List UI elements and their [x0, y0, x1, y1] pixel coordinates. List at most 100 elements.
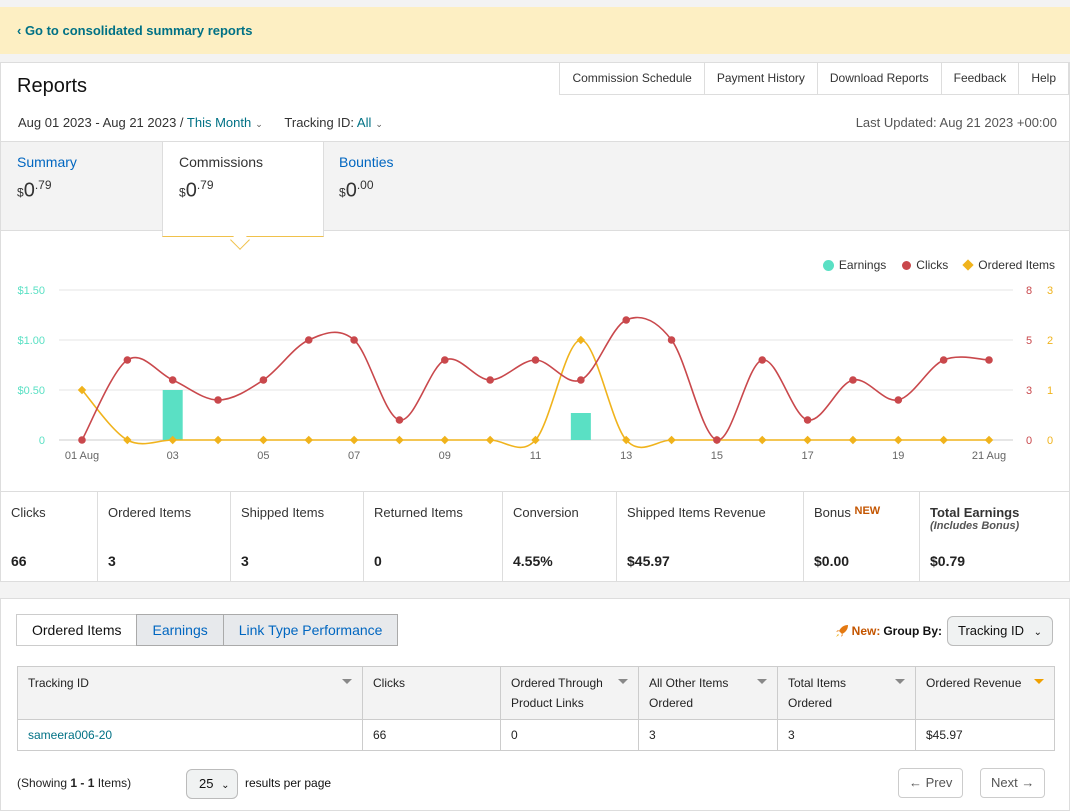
column-header-clicks[interactable]: Clicks — [362, 666, 501, 720]
ordered-items-point — [259, 435, 268, 445]
ordered-items-point — [123, 435, 132, 445]
clicks-dot-icon — [902, 260, 912, 270]
period-dropdown[interactable]: This Month ⌄ — [187, 115, 263, 130]
metric-conversion: Conversion 4.55% — [503, 492, 617, 582]
earnings-dot-icon — [822, 259, 834, 271]
ordered-items-point — [485, 435, 495, 445]
ordered-items-point — [758, 435, 767, 445]
legend-clicks[interactable]: Clicks — [902, 258, 948, 272]
date-range: Aug 01 2023 - Aug 21 2023 / — [18, 115, 184, 130]
y-tick-label-left: 0 — [39, 435, 45, 447]
y-tick-label-left: $0.50 — [17, 385, 45, 397]
next-button[interactable]: Next → — [980, 768, 1046, 798]
x-tick-label: 09 — [439, 450, 451, 462]
tab-label: Commissions — [179, 154, 264, 170]
ordered-diamond-icon — [962, 259, 974, 271]
tab-amount: $0.79 — [17, 178, 52, 202]
tab-summary[interactable]: Summary $0.79 — [1, 142, 161, 232]
group-by-label: Group By: — [883, 624, 942, 638]
ordered-items-point — [803, 435, 812, 445]
y-tick-label-ordered: 1 — [1047, 385, 1053, 397]
ordered-items-point — [667, 435, 676, 445]
tab-link-type-performance[interactable]: Link Type Performance — [222, 614, 399, 646]
sort-icon — [342, 679, 352, 684]
chart-legend: Earnings Clicks Ordered Items — [807, 258, 1055, 272]
ordered-items-point — [939, 435, 948, 445]
column-header-ordered-through-links[interactable]: Ordered Through Product Links — [500, 666, 639, 720]
metric-clicks: Clicks 66 — [1, 492, 98, 582]
cell-ordered-through-links: 0 — [500, 719, 639, 751]
summary-tabs: Summary $0.79 Commissions $0.79 Bounties… — [1, 141, 1069, 237]
clicks-point — [667, 336, 676, 344]
sort-active-icon — [1034, 679, 1044, 684]
tracking-label: Tracking ID: — [284, 115, 354, 130]
clicks-point — [441, 356, 449, 364]
ordered-items-point — [304, 435, 313, 445]
tab-label: Summary — [17, 154, 77, 170]
metric-returned-items: Returned Items 0 — [364, 492, 503, 582]
consolidated-summary-link[interactable]: ‹ Go to consolidated summary reports — [17, 23, 253, 38]
tab-earnings[interactable]: Earnings — [136, 614, 224, 646]
table-row: sameera006-20 66 0 3 3 $45.97 — [17, 719, 1055, 751]
nav-download-reports[interactable]: Download Reports — [816, 63, 942, 95]
y-tick-label-ordered: 3 — [1047, 285, 1053, 297]
chevron-down-icon: ⌄ — [1033, 627, 1042, 638]
sort-icon — [757, 679, 767, 684]
tracking-dropdown[interactable]: All ⌄ — [357, 115, 383, 130]
tab-ordered-items[interactable]: Ordered Items — [16, 614, 138, 646]
nav-feedback[interactable]: Feedback — [940, 63, 1020, 95]
ordered-items-point — [621, 435, 631, 445]
ordered-items-point — [531, 435, 540, 445]
clicks-point — [939, 356, 948, 364]
tab-commissions[interactable]: Commissions $0.79 — [162, 142, 324, 237]
x-tick-label: 17 — [801, 450, 813, 462]
reports-card: Reports Commission Schedule Payment Hist… — [0, 62, 1070, 582]
group-by-select[interactable]: Tracking ID ⌄ — [947, 616, 1053, 646]
metric-total-earnings: Total Earnings (Includes Bonus) $0.79 — [930, 505, 1020, 569]
legend-ordered[interactable]: Ordered Items — [962, 258, 1055, 272]
column-header-all-other-items[interactable]: All Other Items Ordered — [638, 666, 778, 720]
chevron-down-icon: ⌄ — [375, 119, 383, 129]
clicks-point — [259, 376, 268, 384]
ordered-items-line — [81, 339, 989, 449]
x-tick-label: 15 — [711, 450, 723, 462]
ordered-items-point — [894, 435, 903, 445]
new-badge: NEW — [854, 505, 881, 517]
column-header-ordered-revenue[interactable]: Ordered Revenue — [915, 666, 1055, 720]
y-tick-label-clicks: 8 — [1026, 285, 1032, 297]
cell-all-other-items: 3 — [638, 719, 778, 751]
x-tick-label: 19 — [892, 450, 904, 462]
x-tick-label: 05 — [257, 450, 269, 462]
metrics-row: Clicks 66 Ordered Items 3 Shipped Items 3 R… — [1, 491, 1069, 582]
group-by: New: Group By: Tracking ID ⌄ — [835, 616, 1053, 646]
sort-icon — [618, 679, 628, 684]
column-header-tracking-id[interactable]: Tracking ID — [17, 666, 363, 720]
clicks-point — [758, 356, 767, 364]
cell-tracking-id[interactable]: sameera006-20 — [17, 719, 363, 751]
clicks-point — [803, 416, 812, 424]
clicks-line — [81, 316, 990, 441]
clicks-point — [894, 396, 903, 404]
legend-earnings[interactable]: Earnings — [822, 258, 886, 272]
nav-commission-schedule[interactable]: Commission Schedule — [559, 63, 705, 95]
x-tick-label: 21 Aug — [972, 450, 1006, 462]
detail-card: Ordered Items Earnings Link Type Perform… — [0, 598, 1070, 811]
nav-payment-history[interactable]: Payment History — [703, 63, 818, 95]
ordered-items-point — [984, 435, 994, 445]
y-tick-label-ordered: 2 — [1047, 335, 1053, 347]
prev-button[interactable]: ← Prev — [898, 768, 964, 798]
ordered-items-point — [168, 435, 177, 445]
tab-amount: $0.00 — [339, 178, 374, 202]
y-tick-label-clicks: 5 — [1026, 335, 1032, 347]
per-page-select[interactable]: 25 ⌄ — [186, 769, 239, 799]
y-tick-label-clicks: 3 — [1026, 385, 1032, 397]
column-header-total-items[interactable]: Total Items Ordered — [777, 666, 916, 720]
sort-icon — [895, 679, 905, 684]
earnings-bar — [570, 413, 591, 440]
y-tick-label-clicks: 0 — [1026, 435, 1032, 447]
clicks-point — [395, 416, 404, 424]
top-nav: Commission Schedule Payment History Down… — [559, 63, 1069, 95]
tab-bounties[interactable]: Bounties $0.00 — [323, 142, 483, 232]
clicks-point — [713, 436, 721, 444]
nav-help[interactable]: Help — [1018, 63, 1069, 95]
